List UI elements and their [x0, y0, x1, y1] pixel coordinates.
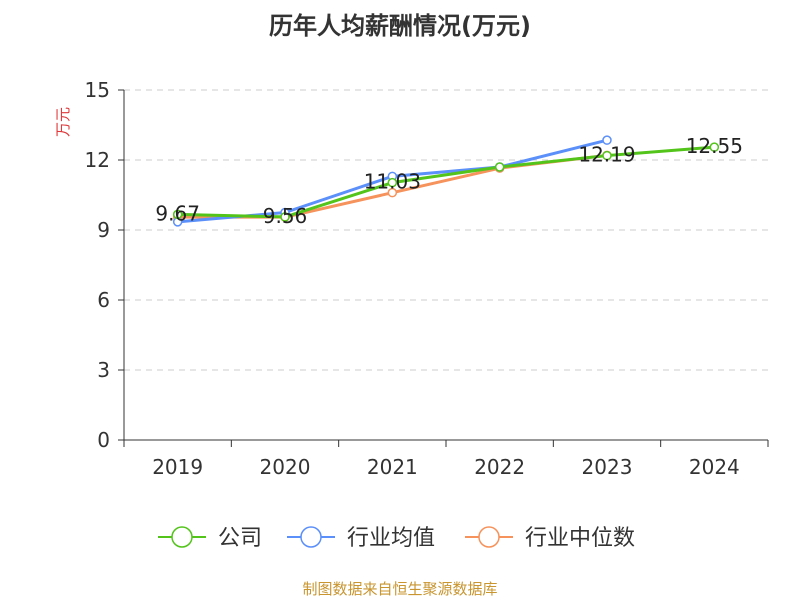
legend-item-label: 行业中位数 — [525, 526, 635, 551]
y-tick-label: 15 — [85, 78, 110, 102]
x-tick-label: 2019 — [152, 455, 203, 479]
y-axis-label: 万元 — [54, 107, 72, 137]
series-points — [172, 135, 720, 227]
data-label: 11.03 — [364, 170, 421, 194]
data-labels: 9.67 9.56 11.03 12.19 12.55 — [155, 134, 743, 228]
data-point — [494, 162, 505, 172]
chart-title: 历年人均薪酬情况(万元) — [269, 12, 531, 40]
data-point — [709, 142, 720, 152]
y-tick-label: 3 — [97, 358, 110, 382]
data-point — [602, 150, 612, 161]
legend-item-label: 公司 — [218, 526, 262, 551]
data-label: 9.56 — [263, 204, 308, 228]
x-tick-label: 2022 — [474, 455, 525, 479]
x-tick-label: 2023 — [582, 455, 633, 479]
data-label: 12.55 — [686, 134, 743, 158]
y-tick-label: 12 — [85, 148, 110, 172]
series-line — [177, 145, 715, 219]
data-point — [387, 177, 398, 188]
data-point — [280, 212, 290, 222]
data-source-note: 制图数据来自恒生聚源数据库 — [302, 580, 498, 598]
y-tick-label: 0 — [97, 428, 110, 452]
data-point — [172, 209, 183, 220]
legend-marker-circle — [300, 526, 322, 548]
data-point — [387, 187, 398, 198]
legend-marker-circle — [171, 526, 193, 548]
grid-lines — [124, 89, 768, 371]
legend: 公司 行业均值 行业中位数 — [158, 526, 635, 551]
axes: 0 3 6 9 12 15 2019 2020 2021 2022 2023 2024 — [85, 78, 769, 479]
data-point — [602, 135, 612, 145]
legend-item-label: 行业均值 — [347, 526, 435, 551]
x-tick-label: 2024 — [689, 455, 740, 479]
legend-marker-circle — [478, 526, 500, 548]
y-tick-label: 9 — [97, 218, 110, 242]
x-tick-label: 2020 — [260, 455, 311, 479]
y-tick-label: 6 — [97, 288, 110, 312]
data-label: 9.67 — [155, 201, 200, 225]
data-label: 12.19 — [578, 143, 635, 167]
x-tick-label: 2021 — [367, 455, 418, 479]
